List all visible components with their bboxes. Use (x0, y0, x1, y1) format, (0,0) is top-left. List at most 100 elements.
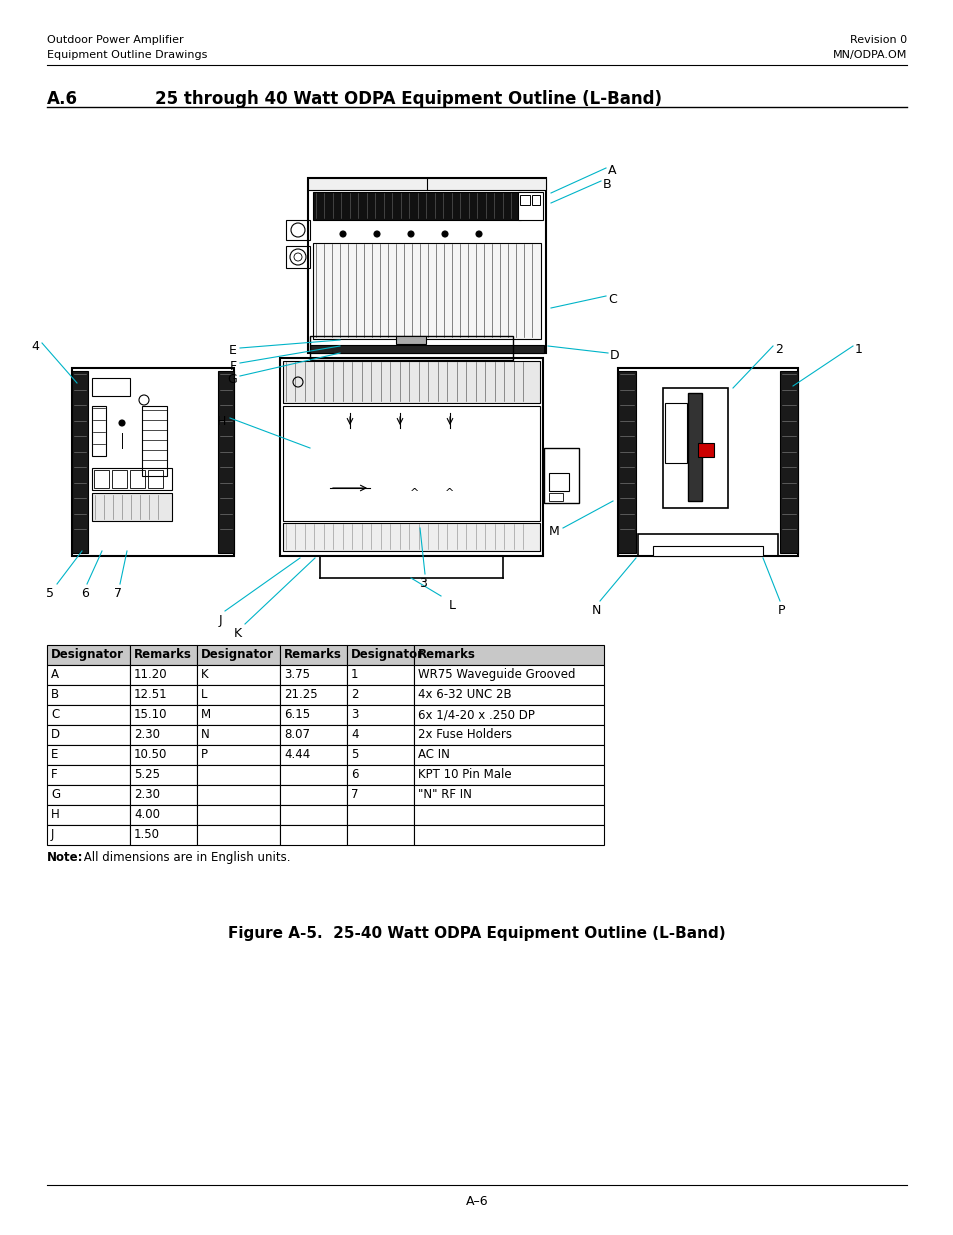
Bar (283, 522, 539, 551)
Text: 5.25: 5.25 (133, 768, 160, 781)
Text: N: N (591, 604, 600, 618)
Bar (130, 785, 196, 805)
Circle shape (476, 231, 481, 237)
Text: 6.15: 6.15 (284, 708, 310, 721)
Bar (148, 471, 163, 488)
Bar (347, 705, 414, 725)
Text: L: L (201, 688, 208, 701)
Bar (47, 705, 130, 725)
Text: D: D (609, 350, 619, 362)
Bar (347, 645, 414, 664)
Bar (780, 370, 797, 553)
Bar (280, 764, 347, 785)
Bar (662, 388, 727, 508)
Bar (71, 370, 88, 553)
Text: 3: 3 (351, 708, 358, 721)
Text: A: A (51, 668, 59, 680)
Bar (280, 785, 347, 805)
Text: C: C (51, 708, 59, 721)
Text: 2: 2 (774, 343, 782, 356)
Bar (47, 764, 130, 785)
Bar (313, 191, 520, 220)
Bar (414, 705, 603, 725)
Text: A: A (607, 164, 616, 177)
Bar (196, 664, 280, 685)
Bar (652, 546, 762, 556)
Bar (347, 805, 414, 825)
Text: KPT 10 Pin Male: KPT 10 Pin Male (417, 768, 511, 781)
Bar (687, 393, 701, 501)
Bar (638, 534, 778, 556)
Text: 1: 1 (351, 668, 358, 680)
Text: 4: 4 (351, 727, 358, 741)
Text: 6: 6 (351, 768, 358, 781)
Bar (414, 764, 603, 785)
Bar (347, 825, 414, 845)
Bar (286, 220, 310, 240)
Bar (414, 645, 603, 664)
Text: Figure A-5.  25-40 Watt ODPA Equipment Outline (L-Band): Figure A-5. 25-40 Watt ODPA Equipment Ou… (228, 926, 725, 941)
Bar (308, 178, 545, 190)
Bar (47, 805, 130, 825)
Bar (196, 764, 280, 785)
Text: J: J (218, 614, 222, 627)
Bar (280, 645, 347, 664)
Bar (94, 471, 109, 488)
Text: L: L (449, 599, 456, 613)
Text: B: B (602, 178, 611, 191)
Bar (47, 664, 130, 685)
Text: 5: 5 (46, 587, 54, 600)
Bar (548, 493, 562, 501)
Text: All dimensions are in English units.: All dimensions are in English units. (80, 851, 291, 864)
Text: Remarks: Remarks (133, 648, 192, 661)
Text: 7: 7 (113, 587, 122, 600)
Bar (196, 705, 280, 725)
Text: A.6: A.6 (47, 90, 78, 107)
Bar (310, 345, 543, 353)
Bar (347, 685, 414, 705)
Text: Outdoor Power Amplifier: Outdoor Power Amplifier (47, 35, 183, 44)
Circle shape (441, 231, 448, 237)
Bar (347, 745, 414, 764)
Bar (130, 825, 196, 845)
Text: B: B (51, 688, 59, 701)
Text: Designator: Designator (201, 648, 274, 661)
Text: 12.51: 12.51 (133, 688, 168, 701)
Circle shape (408, 231, 414, 237)
Text: K: K (201, 668, 209, 680)
Text: H: H (216, 415, 226, 429)
Bar (347, 725, 414, 745)
Text: 3: 3 (418, 577, 427, 590)
Text: Revision 0: Revision 0 (849, 35, 906, 44)
Text: "N" RF IN: "N" RF IN (417, 788, 472, 802)
Bar (130, 764, 196, 785)
Bar (618, 370, 636, 553)
Bar (196, 645, 280, 664)
Text: 4: 4 (31, 340, 39, 353)
Text: Remarks: Remarks (417, 648, 476, 661)
Bar (130, 725, 196, 745)
Bar (283, 361, 539, 403)
Text: 4.44: 4.44 (284, 748, 310, 761)
Bar (414, 825, 603, 845)
Bar (196, 805, 280, 825)
Bar (519, 195, 530, 205)
Bar (91, 493, 172, 521)
Bar (142, 406, 167, 475)
Bar (313, 243, 540, 338)
Text: P: P (201, 748, 208, 761)
Bar (280, 358, 542, 556)
Bar (196, 725, 280, 745)
Bar (91, 468, 172, 490)
Text: M: M (549, 525, 559, 538)
Bar (196, 745, 280, 764)
Text: A–6: A–6 (465, 1195, 488, 1208)
Bar (286, 246, 310, 268)
Text: G: G (51, 788, 60, 802)
Text: F: F (51, 768, 57, 781)
Bar (47, 645, 130, 664)
Bar (91, 406, 106, 456)
Bar (71, 368, 233, 556)
Bar (196, 825, 280, 845)
Bar (130, 745, 196, 764)
